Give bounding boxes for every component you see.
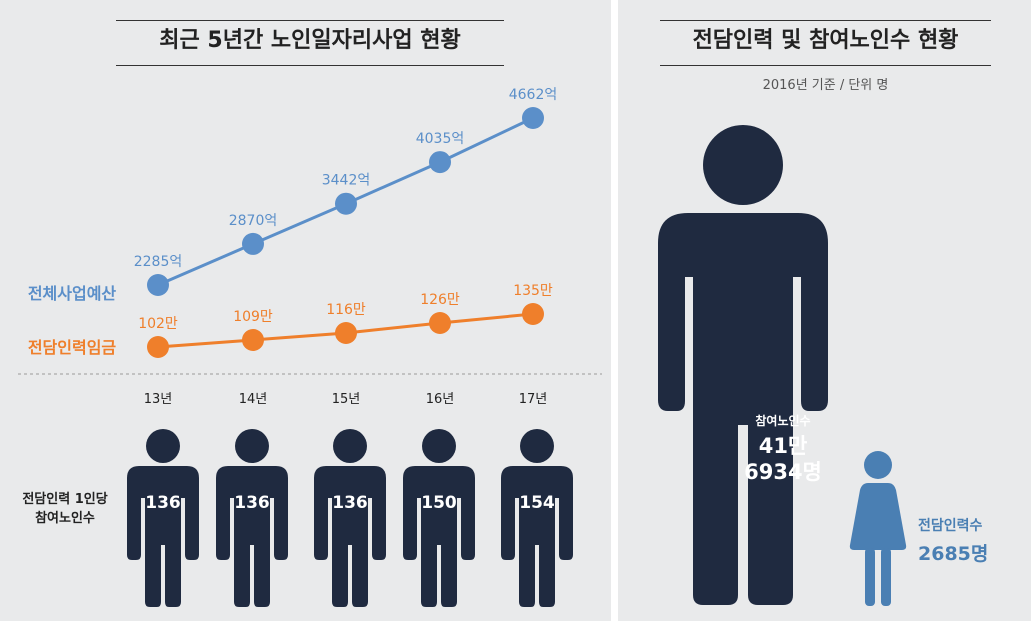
budget-point <box>242 232 264 255</box>
person-head <box>520 429 554 463</box>
person-body <box>127 466 199 607</box>
budget-data-label: 2285억 <box>134 254 183 270</box>
row-label-line2: 참여노인수 <box>35 511 95 526</box>
wage-point <box>147 336 169 358</box>
budget-data-label: 4035억 <box>416 131 465 147</box>
right-title: 전담인력 및 참여노인수 현황 <box>660 20 991 66</box>
participants-label: 참여노인수 41만 6934명 <box>743 412 823 485</box>
budget-point <box>335 192 357 215</box>
person-head <box>146 429 180 463</box>
participants-per-staff-value: 136 <box>145 493 181 513</box>
staff-caption: 전담인력수 <box>918 518 983 534</box>
budget-data-label: 4662억 <box>509 87 558 103</box>
budget-data-label: 3442억 <box>322 173 371 189</box>
wage-data-label: 135만 <box>513 283 553 299</box>
budget-legend-label: 전체사업예산 <box>28 284 117 303</box>
person-icon-large <box>658 125 828 605</box>
person-body <box>216 466 288 607</box>
wage-data-label: 126만 <box>420 292 460 308</box>
wage-point <box>429 312 451 334</box>
person-body <box>501 466 573 607</box>
row-label-line1: 전담인력 1인당 <box>22 492 108 507</box>
wage-data-label: 109만 <box>233 309 273 325</box>
person-icon-female <box>849 451 907 606</box>
participants-per-staff-value: 154 <box>519 493 555 513</box>
x-tick-label: 16년 <box>426 392 455 407</box>
person-icon <box>127 429 199 607</box>
participants-pictogram: 참여노인수 41만 6934명 <box>658 125 838 614</box>
row-label: 전담인력 1인당 참여노인수 <box>6 490 124 528</box>
left-title: 최근 5년간 노인일자리사업 현황 <box>116 20 504 66</box>
wage-data-label: 102만 <box>138 316 178 332</box>
person-body <box>314 466 386 607</box>
x-tick-label: 14년 <box>239 392 268 407</box>
person-head <box>333 429 367 463</box>
right-panel: 전담인력 및 참여노인수 현황 2016년 기준 / 단위 명 참여노인수 41… <box>618 0 1031 621</box>
x-tick-label: 17년 <box>519 392 548 407</box>
participants-per-staff-value: 150 <box>421 493 457 513</box>
person-head <box>422 429 456 463</box>
wage-data-label: 116만 <box>326 302 366 318</box>
right-subtitle: 2016년 기준 / 단위 명 <box>762 78 889 93</box>
budget-point <box>522 107 544 129</box>
x-tick-label: 15년 <box>332 392 361 407</box>
participants-value-line2: 6934명 <box>744 460 822 484</box>
budget-point <box>147 274 169 296</box>
participants-value-line1: 41만 <box>758 434 808 458</box>
wage-point <box>522 303 544 325</box>
participants-per-staff-value: 136 <box>332 493 368 513</box>
person-icon <box>403 429 475 607</box>
budget-data-label: 2870억 <box>229 213 278 229</box>
line-chart: 2285억 2870억 3442억 4035억 4662억 102만 109만 116만 126… <box>18 87 602 607</box>
wage-legend-label: 전담인력임금 <box>28 338 117 357</box>
budget-point <box>429 151 451 174</box>
left-panel: 최근 5년간 노인일자리사업 현황 2285억 2870억 3442억 4035억 46… <box>0 0 611 621</box>
person-head <box>235 429 269 463</box>
person-icon <box>501 429 573 607</box>
participants-per-staff-value: 136 <box>234 493 270 513</box>
person-icon <box>216 429 288 607</box>
staff-value: 2685명 <box>918 543 989 565</box>
person-body <box>403 466 475 607</box>
person-icon <box>314 429 386 607</box>
wage-point <box>335 322 357 344</box>
staff-label: 전담인력수 2685명 <box>918 515 988 566</box>
wage-point <box>242 329 264 351</box>
participants-caption: 참여노인수 <box>755 414 811 428</box>
x-tick-label: 13년 <box>144 392 173 407</box>
